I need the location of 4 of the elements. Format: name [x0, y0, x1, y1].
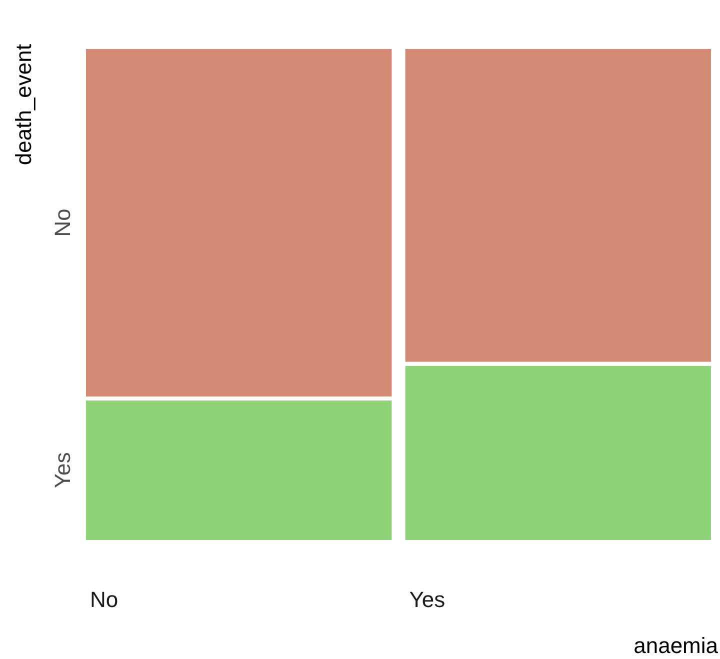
y-axis-title: death_event: [11, 44, 36, 166]
x-axis-title: anaemia: [634, 633, 719, 658]
text: Yes: [50, 452, 75, 488]
text: No: [50, 208, 75, 237]
